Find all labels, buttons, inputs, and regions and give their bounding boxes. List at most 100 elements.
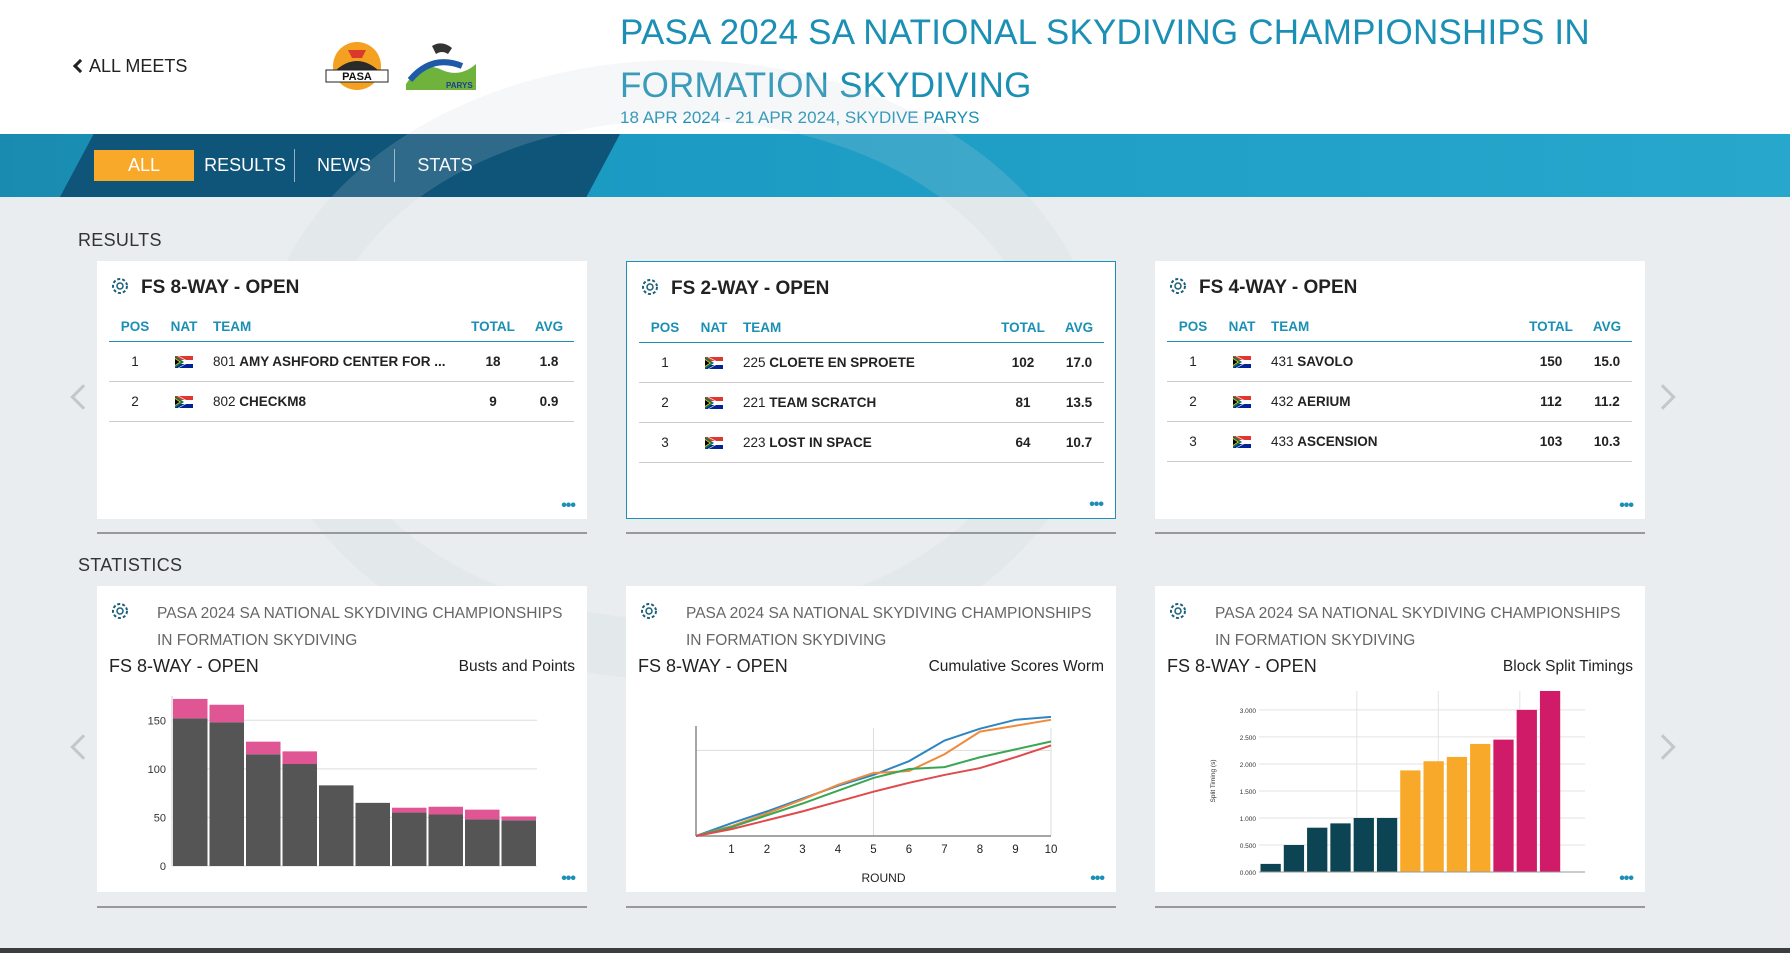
team-name: CHECKM8 [239,393,307,409]
result-card-fs2[interactable]: FS 2-WAY - OPEN POS NAT TEAM TOTAL AVG 1 [626,261,1116,519]
nav-bar: ALL RESULTS NEWS STATS [0,134,1790,197]
team-number: 221 [743,394,766,410]
more-icon[interactable]: ••• [1619,870,1634,887]
more-icon[interactable]: ••• [561,870,576,887]
split-bar [1260,863,1281,872]
bar-busts [428,806,463,815]
table-row[interactable]: 2 432 AERIUM 112 11.2 [1167,381,1632,422]
team-number: 432 [1271,393,1294,409]
y-tick-label: 100 [148,764,166,776]
statistics-section-label: STATISTICS [78,555,183,575]
row-avg: 0.9 [524,381,574,422]
event-title: FS 8-WAY - OPEN [141,277,300,298]
row-avg: 10.3 [1582,421,1632,462]
south-africa-flag-icon [175,395,193,408]
more-icon[interactable]: ••• [561,497,576,514]
table-row[interactable]: 1 225 CLOETE EN SPROETE 102 17.0 [639,342,1104,383]
more-icon[interactable]: ••• [1089,496,1104,513]
row-team[interactable]: 802 CHECKM8 [207,381,462,422]
row-team[interactable]: 432 AERIUM [1265,381,1520,422]
row-team[interactable]: 221 TEAM SCRATCH [737,382,992,423]
split-bar [1493,739,1514,872]
row-team[interactable]: 431 SAVOLO [1265,341,1520,382]
y-tick-label: 1.500 [1240,789,1257,796]
stat-event-name: FS 8-WAY - OPEN [1167,656,1317,676]
split-bar [1470,743,1491,872]
x-tick-label: 8 [977,844,983,856]
stat-event-name: FS 8-WAY - OPEN [109,656,259,676]
bar-points [209,722,244,866]
bar-busts [465,809,500,820]
y-tick-label: 0.000 [1240,870,1257,877]
table-row[interactable]: 2 802 CHECKM8 9 0.9 [109,381,574,422]
all-meets-link[interactable]: ALL MEETS [72,56,187,77]
event-title: FS 2-WAY - OPEN [671,278,830,299]
busts-points-chart: 0 50 100 150 [148,696,537,873]
table-row[interactable]: 2 221 TEAM SCRATCH 81 13.5 [639,382,1104,423]
col-avg: AVG [1054,314,1104,343]
results-table: POS NAT TEAM TOTAL AVG 1 [1167,313,1632,462]
bar-points [501,820,536,866]
stats-prev-arrow[interactable] [70,734,96,760]
row-team[interactable]: 801 AMY ASHFORD CENTER FOR ... [207,341,462,382]
tab-results[interactable]: RESULTS [204,155,286,175]
tab-stats[interactable]: STATS [417,155,473,175]
split-bar [1307,827,1328,872]
stat-chart-type: Cumulative Scores Worm [928,658,1104,675]
table-row[interactable]: 3 223 LOST IN SPACE 64 10.7 [639,422,1104,463]
row-team[interactable]: 223 LOST IN SPACE [737,422,992,463]
more-icon[interactable]: ••• [1090,870,1105,887]
team-number: 802 [213,393,236,409]
team-number: 225 [743,354,766,370]
results-prev-arrow[interactable] [70,384,96,410]
stat-card-split-timings[interactable]: PASA 2024 SA NATIONAL SKYDIVING CHAMPION… [1155,586,1645,892]
row-nat [691,342,737,383]
series-line [695,715,1052,837]
x-tick-label: 10 [1045,844,1058,856]
meet-dates-location: 18 APR 2024 - 21 APR 2024, SKYDIVE PARYS [620,108,980,127]
gear-icon [641,603,657,619]
gear-icon [1170,603,1186,619]
x-tick-label: 7 [941,844,947,856]
split-bar [1423,761,1444,872]
chevron-left-icon [72,58,88,74]
bar-points [428,814,463,866]
y-tick-label: 150 [148,715,166,727]
scores-worm-chart: 1 2 3 4 5 6 7 8 9 10 ROUND [695,715,1058,885]
col-pos: POS [1167,313,1219,342]
col-nat: NAT [161,313,207,342]
row-nat [1219,341,1265,382]
col-total: TOTAL [992,314,1054,343]
col-total: TOTAL [1520,313,1582,342]
row-nat [161,341,207,382]
series-line [695,718,1052,837]
series-line [695,744,1052,837]
table-row[interactable]: 3 433 ASCENSION 103 10.3 [1167,421,1632,462]
tab-all[interactable]: ALL [94,150,194,181]
split-bar [1330,823,1351,872]
svg-text:PARYS: PARYS [446,81,473,90]
table-row[interactable]: 1 801 AMY ASHFORD CENTER FOR ... 18 1.8 [109,341,574,382]
row-total: 150 [1520,341,1582,382]
bar-busts [501,816,536,821]
col-team: TEAM [737,314,992,343]
x-tick-label: 9 [1012,844,1018,856]
results-next-arrow[interactable] [1650,384,1676,410]
row-total: 18 [462,341,524,382]
bar-busts [392,807,427,813]
result-card-fs4[interactable]: FS 4-WAY - OPEN POS NAT TEAM TOTAL AVG 1 [1155,261,1645,519]
tab-news[interactable]: NEWS [317,155,371,175]
table-row[interactable]: 1 431 SAVOLO 150 15.0 [1167,341,1632,382]
bar-points [355,802,390,866]
more-icon[interactable]: ••• [1619,497,1634,514]
row-total: 64 [992,422,1054,463]
stat-card-busts-points[interactable]: PASA 2024 SA NATIONAL SKYDIVING CHAMPION… [97,586,587,892]
stats-next-arrow[interactable] [1650,734,1676,760]
stat-card-scores-worm[interactable]: PASA 2024 SA NATIONAL SKYDIVING CHAMPION… [626,586,1116,892]
row-team[interactable]: 433 ASCENSION [1265,421,1520,462]
row-team[interactable]: 225 CLOETE EN SPROETE [737,342,992,383]
page-header: ALL MEETS PASA PARYS PASA 2024 SA NATION… [0,0,1790,134]
split-bar [1400,770,1421,872]
result-card-fs8[interactable]: FS 8-WAY - OPEN POS NAT TEAM TOTAL AVG 1 [97,261,587,519]
x-tick-label: 2 [764,844,770,856]
